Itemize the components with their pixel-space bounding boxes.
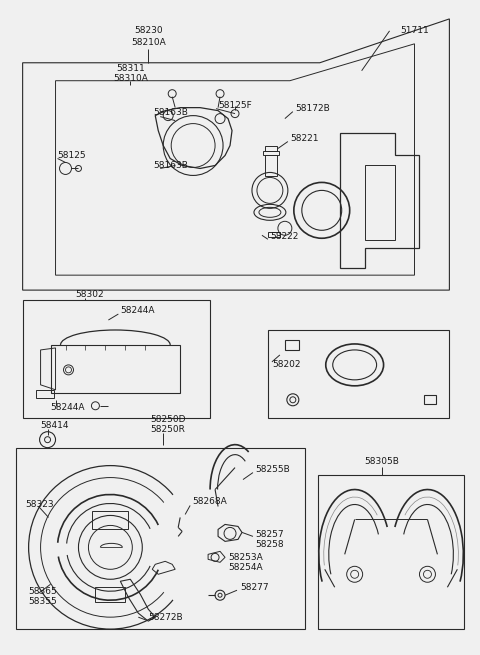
Bar <box>96 588 125 602</box>
Text: 58355: 58355 <box>29 597 58 606</box>
Bar <box>50 345 180 393</box>
Bar <box>318 475 464 629</box>
Bar <box>36 390 54 398</box>
Bar <box>265 155 277 176</box>
Text: 58230: 58230 <box>134 26 163 35</box>
Text: 58221: 58221 <box>290 134 318 143</box>
Text: 58202: 58202 <box>272 360 300 369</box>
Bar <box>263 151 279 155</box>
Text: 58311: 58311 <box>116 64 144 73</box>
Bar <box>365 166 395 240</box>
Bar <box>285 340 299 350</box>
Text: 58163B: 58163B <box>153 161 188 170</box>
Bar <box>265 145 277 151</box>
Text: 51711: 51711 <box>400 26 429 35</box>
Bar <box>268 330 449 418</box>
Text: 58172B: 58172B <box>295 104 330 113</box>
Text: 58302: 58302 <box>75 290 104 299</box>
Text: 58222: 58222 <box>270 232 298 241</box>
Text: 58365: 58365 <box>29 587 58 596</box>
Text: 58277: 58277 <box>240 583 269 591</box>
Bar <box>16 447 305 629</box>
Text: 58268A: 58268A <box>192 497 227 506</box>
Text: 58254A: 58254A <box>228 563 263 572</box>
Text: 58244A: 58244A <box>50 403 85 412</box>
Text: 58255B: 58255B <box>255 465 290 474</box>
Text: 58244A: 58244A <box>120 305 155 314</box>
Text: 58323: 58323 <box>25 500 54 509</box>
Text: 58125: 58125 <box>58 151 86 160</box>
Bar <box>23 300 210 418</box>
Text: 58257: 58257 <box>255 530 284 539</box>
Text: 58272B: 58272B <box>148 612 183 622</box>
Text: 58250R: 58250R <box>150 425 185 434</box>
Text: 58250D: 58250D <box>150 415 186 424</box>
Text: 58305B: 58305B <box>364 457 399 466</box>
Text: 58210A: 58210A <box>131 39 166 47</box>
Text: 58125F: 58125F <box>218 101 252 110</box>
Text: 58414: 58414 <box>41 421 69 430</box>
Bar <box>93 512 128 529</box>
Bar <box>268 233 280 237</box>
Text: 58253A: 58253A <box>228 553 263 562</box>
Bar <box>424 395 436 403</box>
Text: 58310A: 58310A <box>113 74 148 83</box>
Text: 58258: 58258 <box>255 540 284 549</box>
Text: 58163B: 58163B <box>153 108 188 117</box>
